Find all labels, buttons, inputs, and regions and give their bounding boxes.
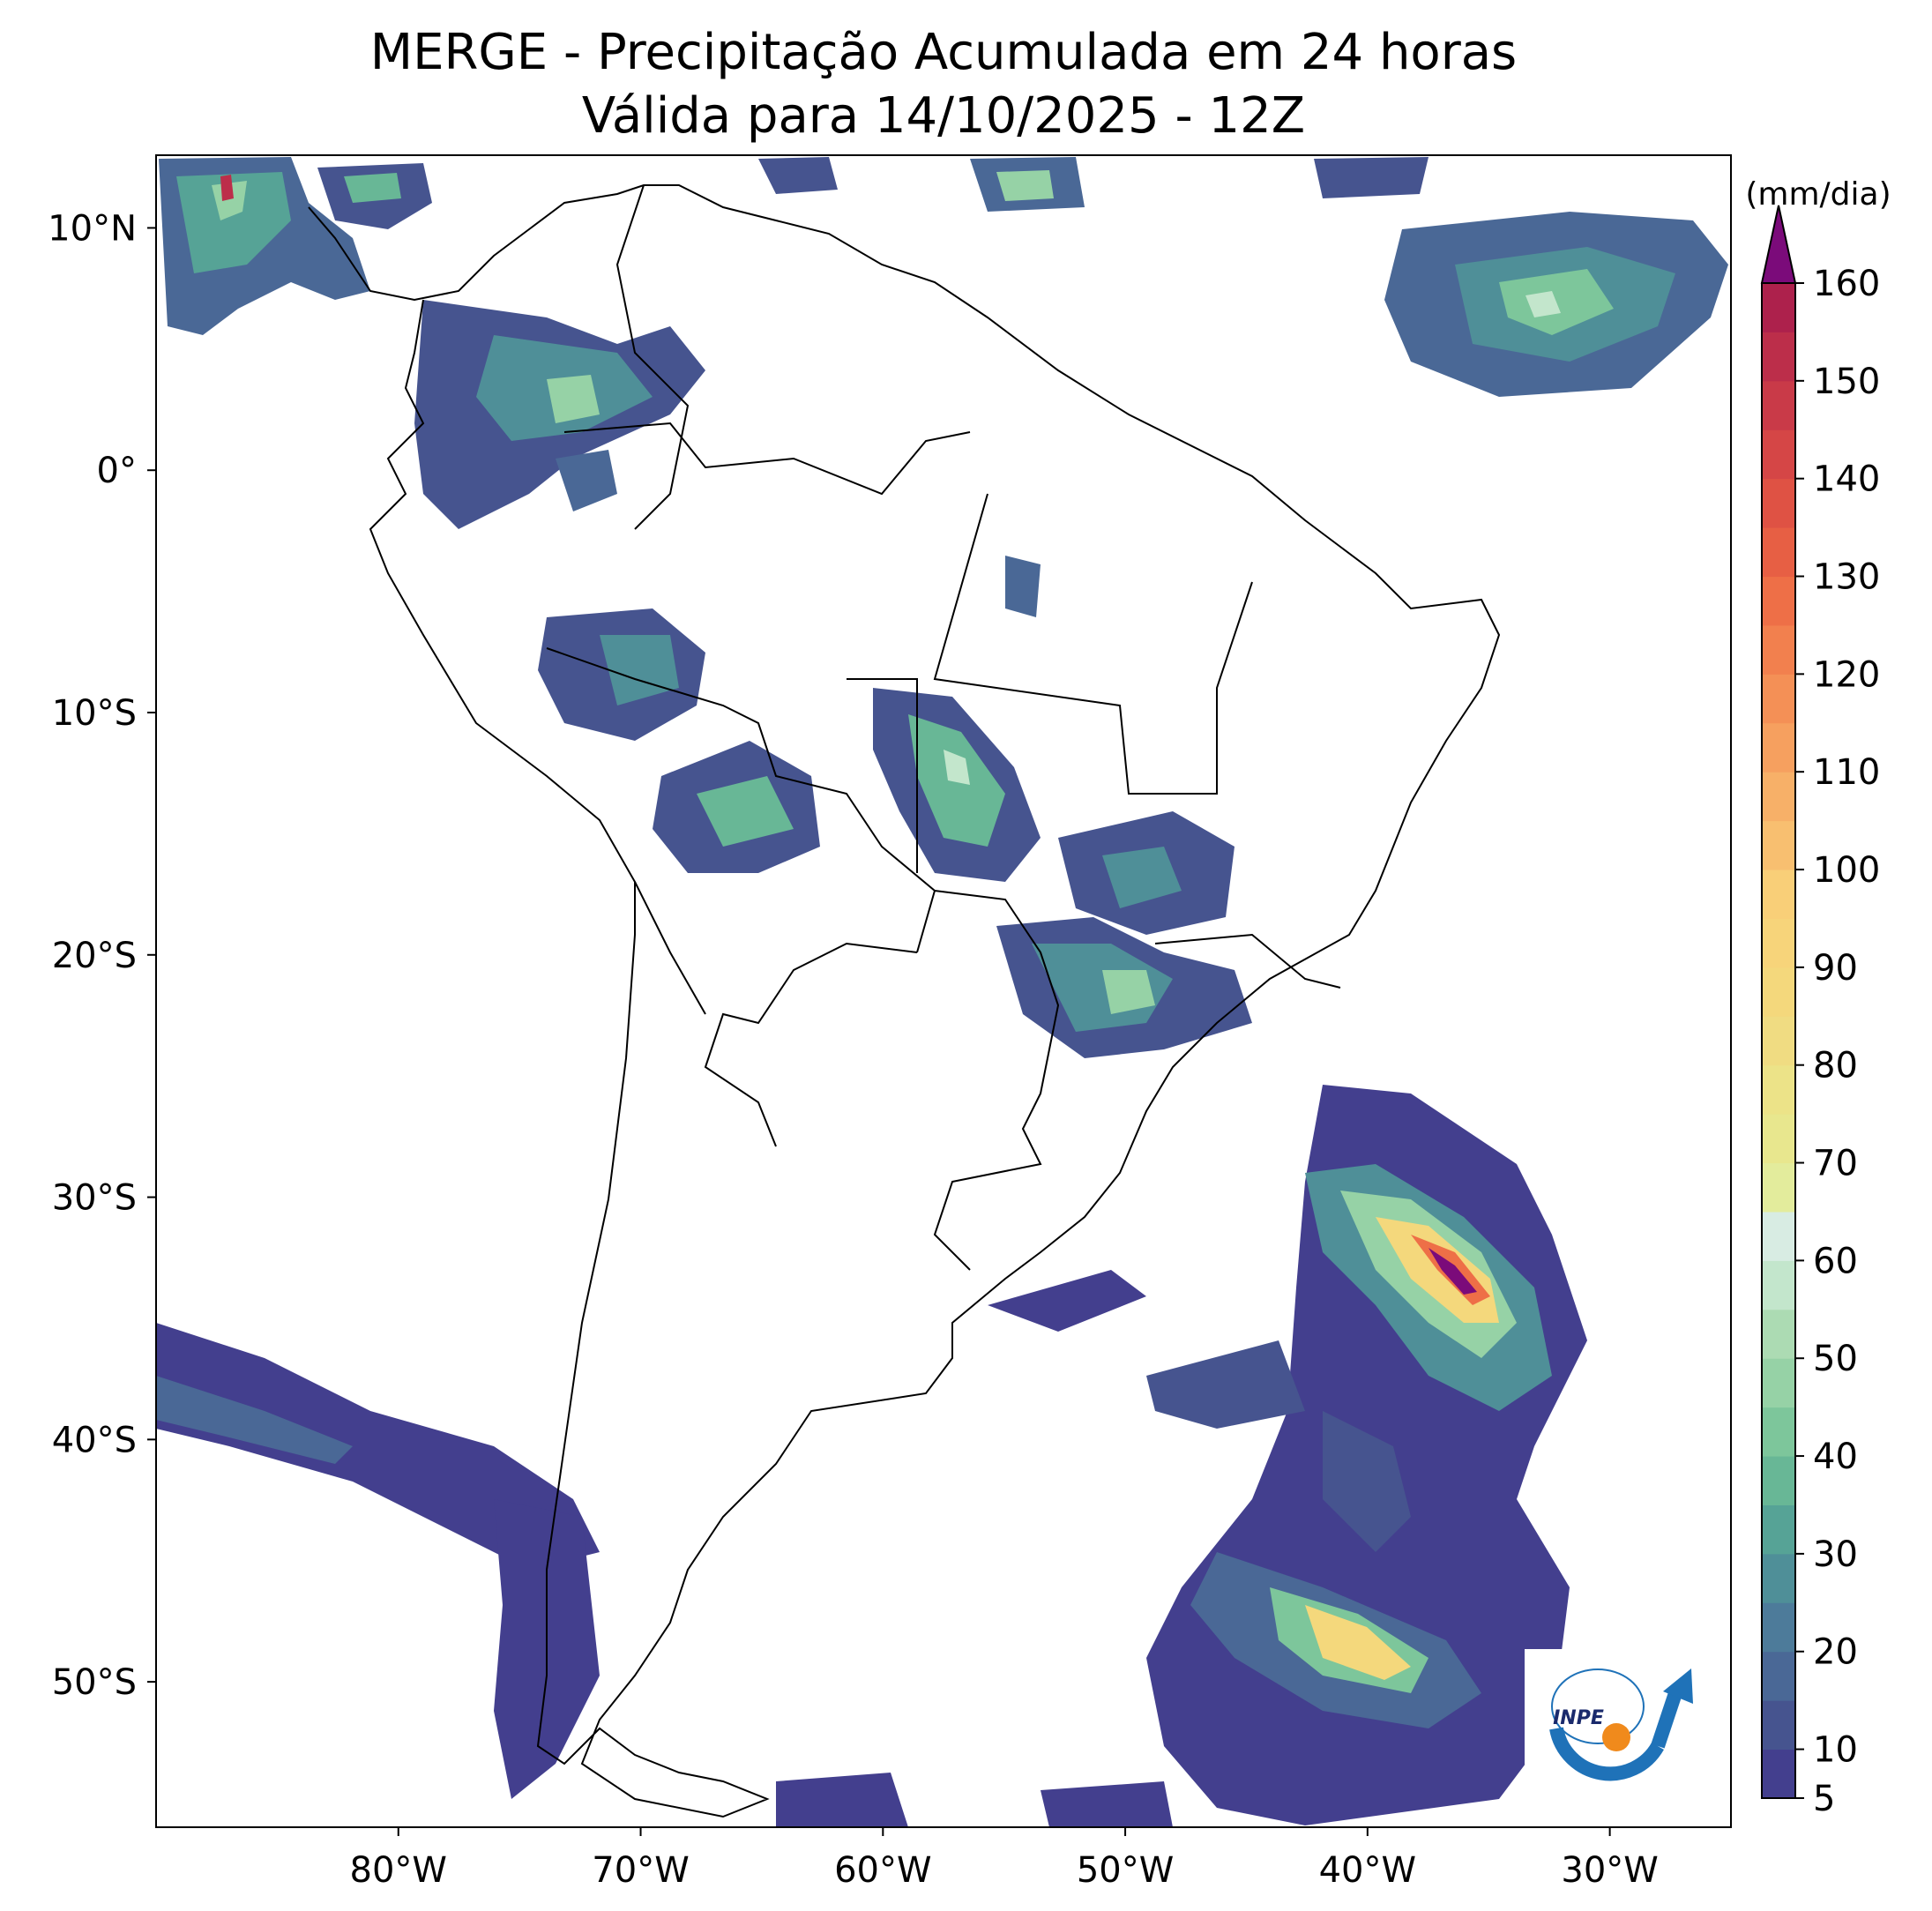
colorbar-tick-label: 90 (1813, 948, 1858, 989)
colorbar-tick-label: 110 (1813, 752, 1880, 793)
colorbar-level (1762, 1651, 1795, 1701)
logo-arc-icon (1549, 1727, 1664, 1781)
colorbar-tick-label: 60 (1813, 1241, 1858, 1281)
figure-subtitle: Válida para 14/10/2025 - 12Z (581, 87, 1306, 145)
colorbar-tick-label: 150 (1813, 362, 1880, 402)
colorbar-level (1762, 1456, 1795, 1505)
colorbar-level (1762, 1700, 1795, 1751)
lat-tick-label: 10°N (48, 208, 137, 249)
precipitation-layer (156, 157, 1728, 1827)
colorbar-level (1762, 772, 1795, 822)
coastline-layer (308, 184, 1501, 1818)
lon-tick-label: 40°W (1319, 1850, 1416, 1891)
map-frame (155, 154, 1732, 1828)
lon-tick-label: 60°W (834, 1850, 931, 1891)
colorbar-level (1762, 1553, 1795, 1603)
colorbar-level (1762, 1064, 1795, 1115)
colorbar-level (1762, 332, 1795, 382)
colorbar-tick-label: 70 (1813, 1144, 1858, 1184)
colorbar-level (1762, 1602, 1795, 1653)
colorbar-level (1762, 1162, 1795, 1213)
colorbar-level (1762, 674, 1795, 724)
inpe-logo: INPE (1525, 1649, 1710, 1801)
colorbar-level (1762, 1016, 1795, 1066)
logo-arrow-shaft-icon (1651, 1691, 1682, 1749)
logo-orbit-icon (1551, 1668, 1645, 1744)
colorbar: 5 10 20 30 40 50 60 70 80 90 100 110 120 130 140 150 160… (1745, 176, 1891, 1819)
colorbar-level (1762, 624, 1795, 675)
colorbar-level (1762, 576, 1795, 626)
colorbar-tick-label: 80 (1813, 1046, 1858, 1086)
colorbar-level (1762, 1260, 1795, 1310)
colorbar-level (1762, 820, 1795, 870)
colorbar-ticks: 5 10 20 30 40 50 60 70 80 90 100 110 120 130 140 150 160 (1795, 264, 1880, 1819)
colorbar-level (1762, 478, 1795, 528)
latitude-axis: 10°N 0° 10°S 20°S 30°S 40°S 50°S (48, 208, 156, 1703)
colorbar-level (1762, 1211, 1795, 1261)
colorbar-level (1762, 722, 1795, 773)
colorbar-level (1762, 1407, 1795, 1457)
colorbar-over-arrow (1762, 205, 1795, 283)
colorbar-tick-label: 30 (1813, 1534, 1858, 1575)
lat-tick-label: 10°S (52, 693, 137, 734)
colorbar-level (1762, 1114, 1795, 1164)
colorbar-level (1762, 1504, 1795, 1555)
colorbar-tick-label: 100 (1813, 850, 1880, 891)
colorbar-level (1762, 1358, 1795, 1408)
logo-sun-icon (1602, 1723, 1630, 1751)
logo-arrow-head-icon (1663, 1668, 1693, 1704)
colorbar-tick-label: 130 (1813, 557, 1880, 598)
lon-tick-label: 80°W (350, 1850, 447, 1891)
colorbar-tick-label: 20 (1813, 1632, 1858, 1673)
colorbar-level (1762, 967, 1795, 1017)
colorbar-level (1762, 429, 1795, 480)
lat-tick-label: 50°S (52, 1662, 137, 1703)
colorbar-levels (1762, 283, 1795, 1799)
lat-tick-label: 20°S (52, 936, 137, 976)
lon-tick-label: 50°W (1077, 1850, 1174, 1891)
logo-text: INPE (1553, 1707, 1604, 1729)
colorbar-tick-label: 50 (1813, 1339, 1858, 1379)
colorbar-tick-label: 120 (1813, 654, 1880, 695)
colorbar-tick-label: 10 (1813, 1730, 1858, 1771)
colorbar-tick-label: 40 (1813, 1437, 1858, 1477)
lat-tick-label: 30°S (52, 1178, 137, 1219)
colorbar-level (1762, 283, 1795, 332)
colorbar-tick-label: 160 (1813, 264, 1880, 304)
lon-tick-label: 70°W (592, 1850, 689, 1891)
colorbar-unit-label: (mm/dia) (1745, 176, 1891, 213)
colorbar-level (1762, 870, 1795, 919)
lon-tick-label: 30°W (1561, 1850, 1658, 1891)
colorbar-tick-label: 5 (1813, 1779, 1835, 1819)
colorbar-level (1762, 1309, 1795, 1359)
colorbar-arrow-outline (1760, 205, 1797, 284)
figure-title: MERGE - Precipitação Acumulada em 24 hor… (369, 24, 1518, 81)
lat-tick-label: 0° (97, 451, 137, 491)
colorbar-tick-label: 140 (1813, 459, 1880, 500)
colorbar-level (1762, 1749, 1795, 1799)
colorbar-level (1762, 527, 1795, 578)
colorbar-level (1762, 380, 1795, 430)
longitude-axis: 80°W 70°W 60°W 50°W 40°W 30°W (350, 1827, 1659, 1891)
colorbar-level (1762, 918, 1795, 968)
lat-tick-label: 40°S (52, 1420, 137, 1460)
